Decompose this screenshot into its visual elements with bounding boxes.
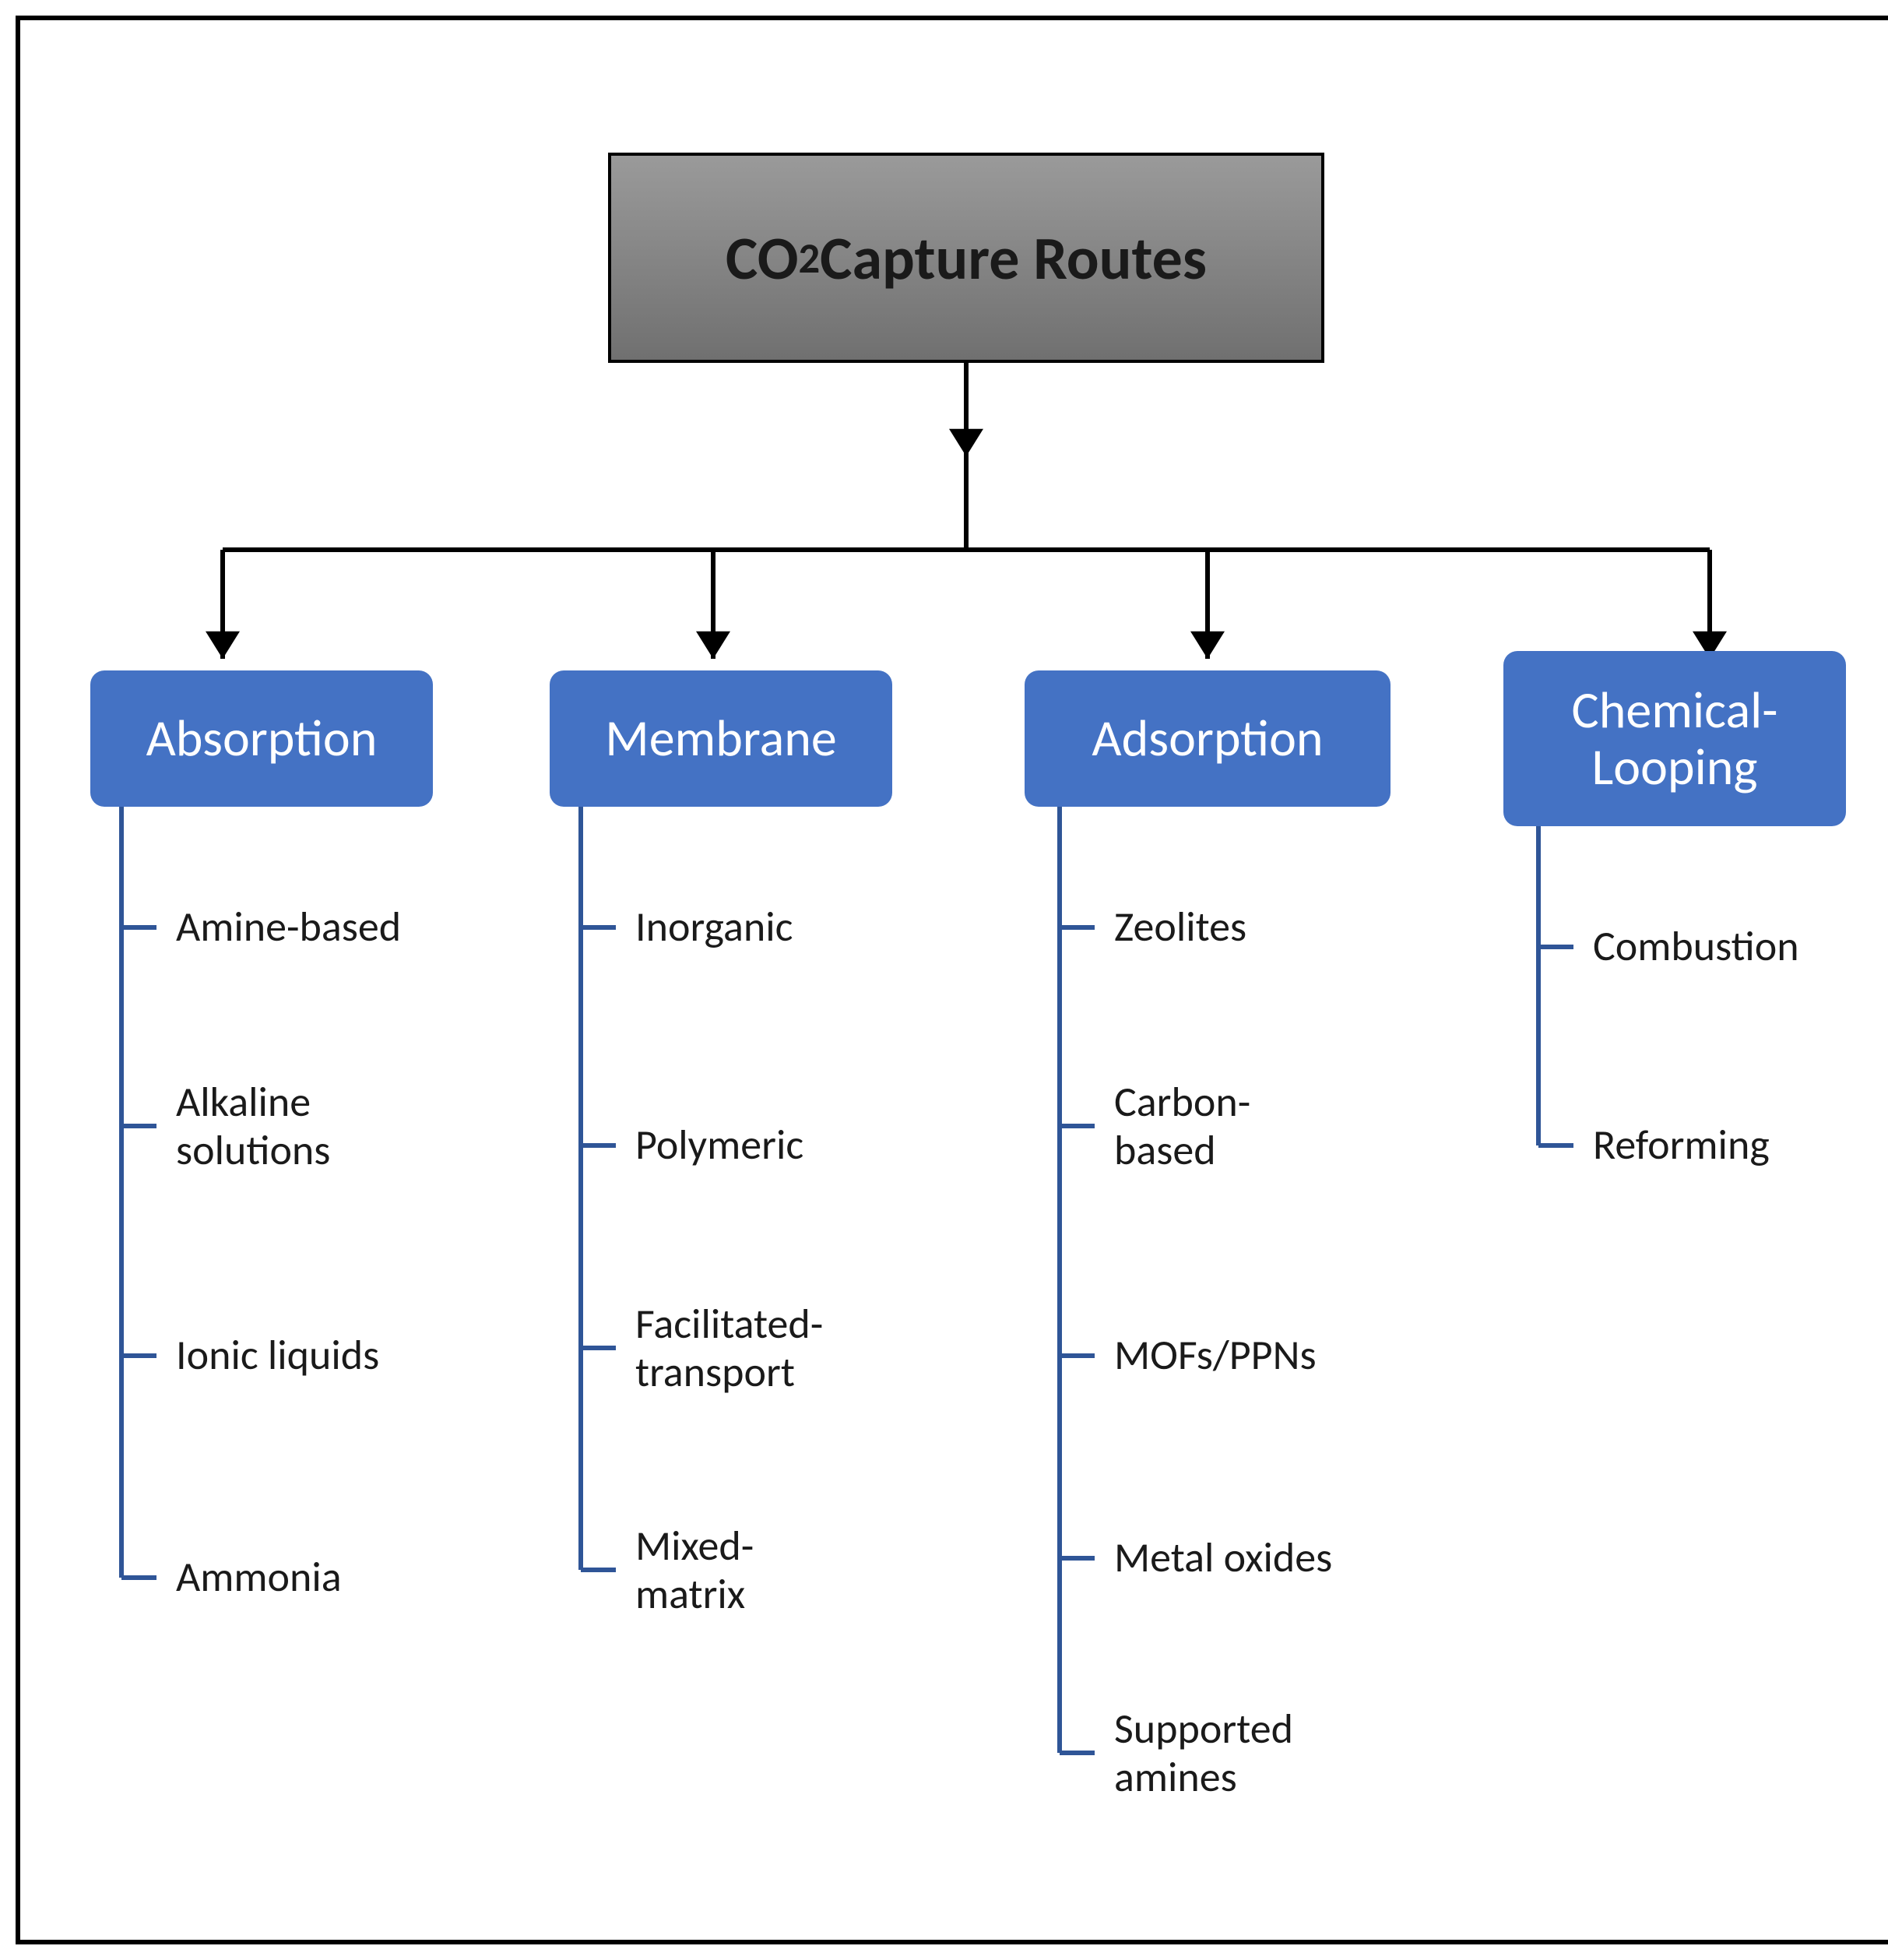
item-chemical-looping-1: Reforming (1593, 1121, 1873, 1169)
item-absorption-1: Alkalinesolutions (176, 1078, 456, 1174)
item-membrane-1: Polymeric (635, 1121, 916, 1169)
item-membrane-3: Mixed-matrix (635, 1522, 916, 1618)
category-membrane: Membrane (550, 670, 892, 807)
category-chemical-looping: Chemical-Looping (1503, 651, 1846, 826)
diagram-frame: CO2 Capture Routes Absorption Amine-based A… (16, 16, 1888, 1944)
item-chemical-looping-0: Combustion (1593, 922, 1873, 970)
item-membrane-0: Inorganic (635, 903, 916, 951)
root-title-box: CO2 Capture Routes (608, 153, 1324, 363)
item-membrane-2: Facilitated-transport (635, 1300, 916, 1396)
item-absorption-2: Ionic liquids (176, 1331, 456, 1379)
item-absorption-3: Ammonia (176, 1553, 456, 1601)
item-adsorption-0: Zeolites (1114, 903, 1394, 951)
category-adsorption: Adsorption (1025, 670, 1391, 807)
item-absorption-0: Amine-based (176, 903, 456, 951)
item-adsorption-1: Carbon-based (1114, 1078, 1394, 1174)
item-adsorption-2: MOFs/PPNs (1114, 1331, 1394, 1379)
item-adsorption-4: Supportedamines (1114, 1705, 1394, 1801)
item-adsorption-3: Metal oxides (1114, 1533, 1394, 1582)
category-absorption: Absorption (90, 670, 433, 807)
